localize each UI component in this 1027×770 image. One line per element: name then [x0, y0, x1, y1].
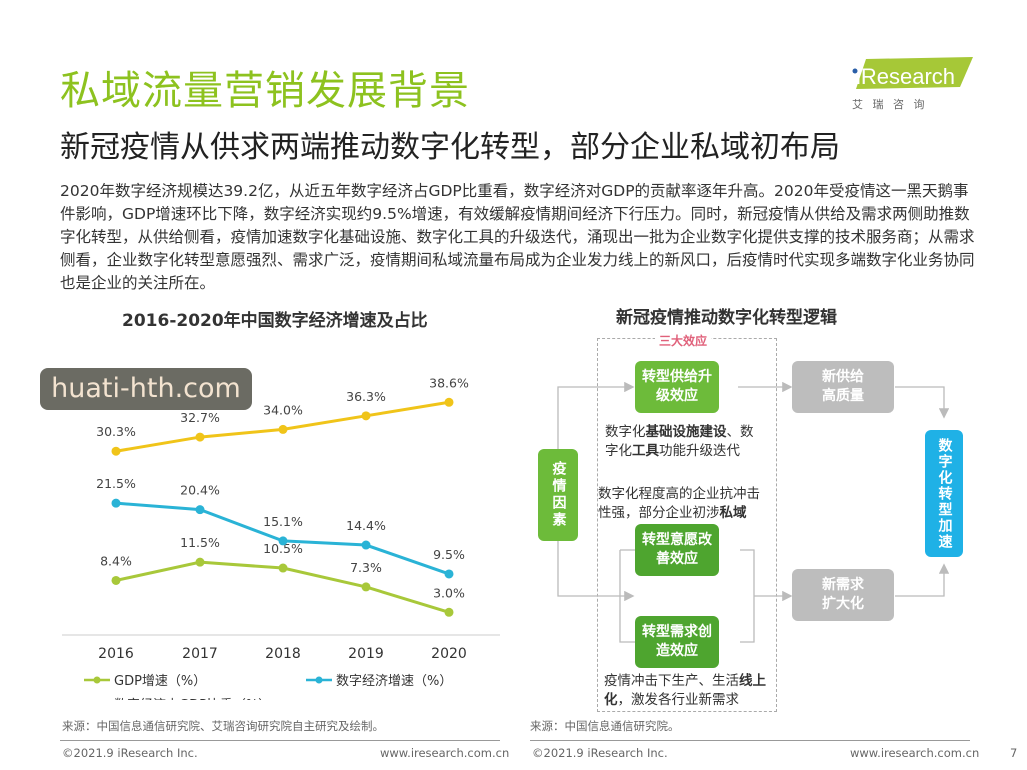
legend-label: 数字经济占GDP比重（%）: [114, 697, 271, 700]
right-divider: [530, 740, 970, 741]
data-label: 30.3%: [96, 424, 136, 439]
logo-text: iResearch: [856, 64, 955, 89]
data-label: 9.5%: [433, 547, 465, 562]
data-point: [361, 411, 371, 421]
data-point: [361, 540, 371, 550]
logo-cn: 艾 瑞 咨 询: [852, 97, 928, 111]
effect-willingness-box: 转型意愿改善效应: [635, 524, 719, 576]
left-divider: [60, 740, 500, 741]
effect-supply-note: 数字化基础设施建设、数字化工具功能升级迭代: [605, 423, 765, 461]
data-label: 21.5%: [96, 476, 136, 491]
data-label: 15.1%: [263, 514, 303, 529]
logo-graphic: iResearch 艾 瑞 咨 询: [852, 57, 973, 111]
effects-group-label: 三大效应: [655, 332, 712, 349]
x-tick-label: 2016: [98, 646, 134, 662]
x-tick-label: 2018: [265, 646, 301, 662]
data-label: 36.3%: [346, 389, 386, 404]
data-point: [444, 569, 454, 579]
data-point: [111, 498, 121, 508]
note-text: 、数字化: [605, 424, 754, 459]
data-label: 10.5%: [263, 541, 303, 556]
x-tick-label: 2019: [348, 646, 384, 662]
data-label: 20.4%: [180, 483, 220, 498]
data-point: [444, 607, 454, 617]
left-url: www.iresearch.com.cn: [380, 746, 510, 760]
data-point: [195, 505, 205, 515]
data-label: 8.4%: [100, 553, 132, 568]
note-bold: 私域: [719, 505, 747, 521]
effect-demand-box: 转型需求创造效应: [635, 616, 719, 668]
data-point: [111, 446, 121, 456]
x-tick-label: 2020: [431, 646, 467, 662]
data-point: [278, 424, 288, 434]
chart-title: 2016-2020年中国数字经济增速及占比: [122, 311, 428, 331]
data-label: 11.5%: [180, 535, 220, 550]
cause-box: 疫情因素: [538, 449, 578, 541]
effect-supply-box: 转型供给升级效应: [635, 361, 719, 413]
data-point: [361, 582, 371, 592]
note-text: ，激发各行业新需求: [617, 692, 740, 708]
effect-demand-note: 疫情冲击下生产、生活线上化，激发各行业新需求: [604, 672, 774, 710]
note-bold: 线上化: [604, 673, 766, 708]
page-title: 私域流量营销发展背景: [60, 68, 470, 114]
note-text: 功能升级迭代: [659, 443, 740, 459]
legend-label: 数字经济增速（%）: [336, 674, 452, 689]
x-tick-label: 2017: [182, 646, 218, 662]
effect-willingness-note: 数字化程度高的企业抗冲击性强，部分企业初涉私域: [598, 485, 770, 523]
data-point: [278, 536, 288, 546]
data-label: 38.6%: [429, 375, 469, 390]
legend-marker: [315, 676, 323, 684]
note-bold: 基础设施建设: [645, 424, 727, 440]
new-supply-box: 新供给高质量: [792, 361, 894, 413]
data-label: 32.7%: [180, 410, 220, 425]
data-point: [111, 575, 121, 585]
left-copyright: ©2021.9 iResearch Inc.: [62, 746, 198, 760]
data-label: 34.0%: [263, 402, 303, 417]
data-point: [444, 397, 454, 407]
body-paragraph: 2020年数字经济规模达39.2亿，从近五年数字经济占GDP比重看，数字经济对G…: [60, 182, 975, 292]
watermark: huati-hth.com: [40, 368, 252, 410]
left-source: 来源：中国信息通信研究院、艾瑞咨询研究院自主研究及绘制。: [62, 719, 384, 733]
right-url: www.iresearch.com.cn: [850, 746, 980, 760]
right-copyright: ©2021.9 iResearch Inc.: [532, 746, 668, 760]
result-box: 数字化转型加速: [925, 430, 963, 557]
data-label: 14.4%: [346, 518, 386, 533]
note-bold: 工具: [632, 443, 659, 459]
data-point: [195, 557, 205, 567]
right-source: 来源：中国信息通信研究院。: [530, 719, 680, 733]
page-number: 7: [1010, 746, 1018, 760]
note-text: 数字化程度高的企业抗冲击性强，部分企业初涉: [598, 486, 760, 521]
data-point: [278, 563, 288, 573]
diagram-title: 新冠疫情推动数字化转型逻辑: [616, 308, 837, 328]
note-text: 疫情冲击下生产、生活: [604, 673, 739, 689]
note-text: 数字化: [605, 424, 646, 440]
data-point: [195, 432, 205, 442]
data-label: 7.3%: [350, 560, 382, 575]
iresearch-logo: iResearch 艾 瑞 咨 询: [848, 55, 978, 113]
page-subtitle: 新冠疫情从供求两端推动数字化转型，部分企业私域初布局: [60, 130, 840, 165]
flow-connectors: [557, 381, 950, 643]
new-demand-box: 新需求扩大化: [792, 569, 894, 621]
legend-marker: [93, 676, 101, 684]
data-label: 3.0%: [433, 585, 465, 600]
legend-label: GDP增速（%）: [114, 674, 206, 689]
line-chart: 2016 2017 2018 2019 2020 8.4% 11.5% 10.5% 7.3% 3.…: [62, 375, 500, 700]
